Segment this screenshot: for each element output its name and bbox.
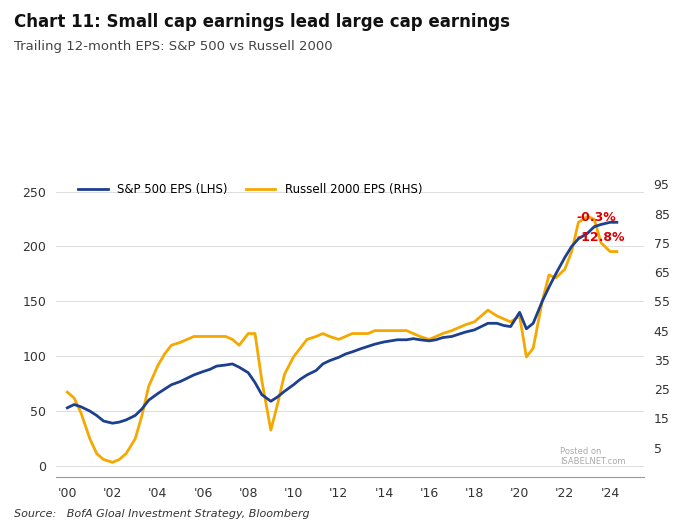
Text: Source:   BofA Gloal Investment Strategy, Bloomberg: Source: BofA Gloal Investment Strategy, …	[14, 509, 309, 519]
Text: -0.3%: -0.3%	[576, 211, 616, 224]
Text: -12.8%: -12.8%	[576, 231, 624, 244]
Text: Trailing 12-month EPS: S&P 500 vs Russell 2000: Trailing 12-month EPS: S&P 500 vs Russel…	[14, 40, 332, 53]
Text: Posted on
ISABELNET.com: Posted on ISABELNET.com	[560, 447, 626, 466]
Legend: S&P 500 EPS (LHS), Russell 2000 EPS (RHS): S&P 500 EPS (LHS), Russell 2000 EPS (RHS…	[74, 179, 427, 201]
Text: Chart 11: Small cap earnings lead large cap earnings: Chart 11: Small cap earnings lead large …	[14, 13, 510, 31]
